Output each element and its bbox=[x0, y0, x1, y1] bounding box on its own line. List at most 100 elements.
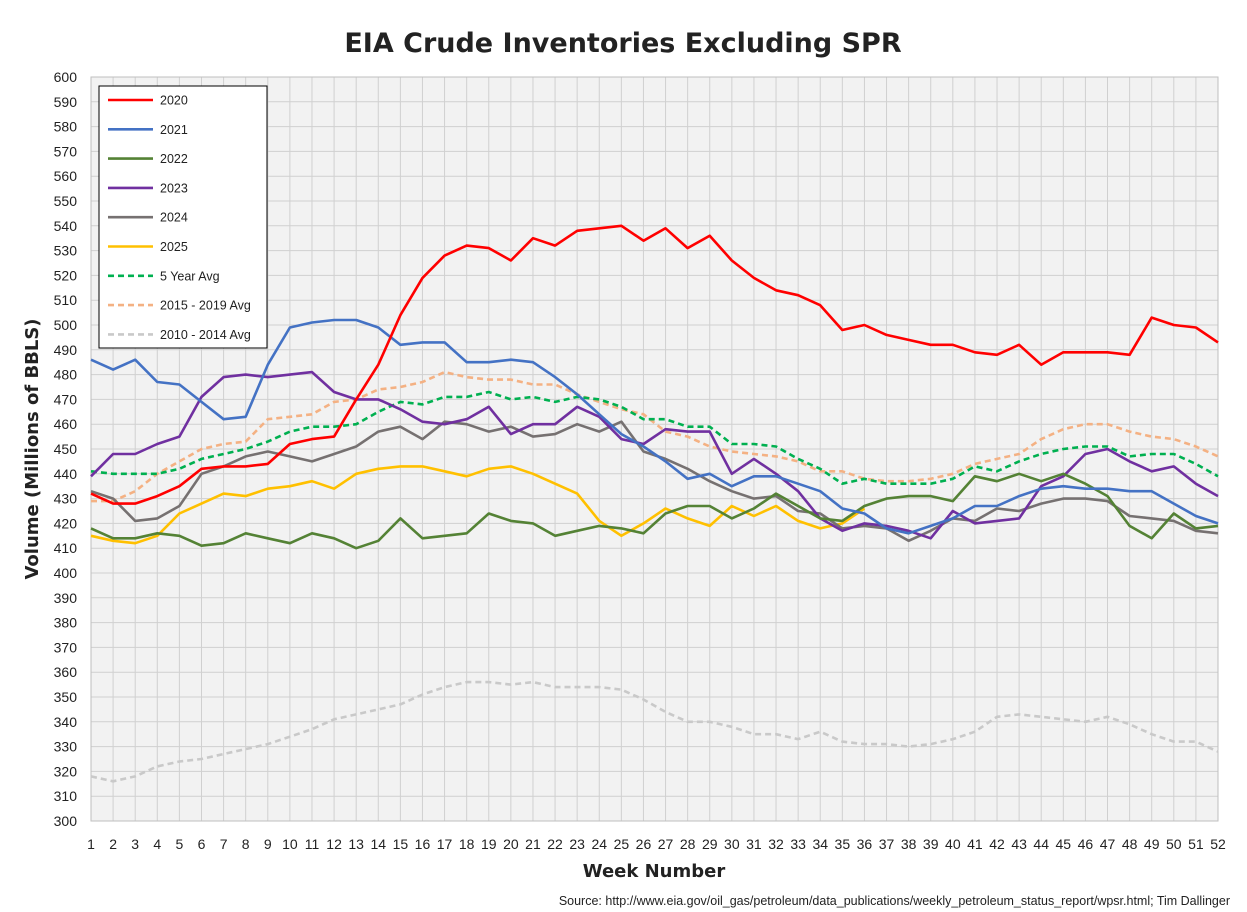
series-line-2025 bbox=[90, 465, 866, 545]
chart-title: EIA Crude Inventories Excluding SPR bbox=[344, 28, 901, 59]
x-tick-label: 4 bbox=[153, 836, 161, 852]
y-tick-label: 420 bbox=[54, 515, 78, 531]
y-tick-label: 480 bbox=[54, 367, 78, 383]
x-tick-label: 17 bbox=[437, 836, 453, 852]
x-axis-ticks: 1 2 3 4 5 6 7 8 9 10 11 12 13 14 15 16 17 18 19 20 21 22 23 24 2… bbox=[87, 836, 1226, 852]
x-tick-label: 35 bbox=[835, 836, 851, 852]
y-tick-label: 370 bbox=[54, 639, 78, 655]
x-tick-label: 5 bbox=[175, 836, 183, 852]
x-tick-label: 26 bbox=[636, 836, 652, 852]
x-tick-label: 31 bbox=[746, 836, 762, 852]
y-tick-label: 460 bbox=[54, 416, 78, 432]
x-tick-label: 21 bbox=[525, 836, 541, 852]
series-lines bbox=[90, 224, 1219, 783]
y-tick-label: 340 bbox=[54, 714, 78, 730]
x-tick-label: 46 bbox=[1078, 836, 1094, 852]
series-line-2020 bbox=[90, 224, 1219, 505]
legend-label-2015-2019-avg: 2015 - 2019 Avg bbox=[160, 299, 251, 313]
y-tick-label: 350 bbox=[54, 689, 78, 705]
x-tick-label: 7 bbox=[220, 836, 228, 852]
legend-label-2010-2014-avg: 2010 - 2014 Avg bbox=[160, 328, 251, 342]
x-tick-label: 48 bbox=[1122, 836, 1138, 852]
y-tick-label: 540 bbox=[54, 218, 78, 234]
x-tick-label: 36 bbox=[857, 836, 873, 852]
y-tick-label: 570 bbox=[54, 143, 78, 159]
y-tick-label: 400 bbox=[54, 565, 78, 581]
legend-label-2024: 2024 bbox=[160, 211, 188, 225]
y-tick-label: 550 bbox=[54, 193, 78, 209]
source-note: Source: http://www.eia.gov/oil_gas/petro… bbox=[559, 894, 1230, 908]
x-tick-label: 6 bbox=[198, 836, 206, 852]
x-tick-label: 51 bbox=[1188, 836, 1204, 852]
x-tick-label: 47 bbox=[1100, 836, 1116, 852]
x-tick-label: 41 bbox=[967, 836, 983, 852]
x-tick-label: 34 bbox=[812, 836, 828, 852]
y-tick-label: 530 bbox=[54, 243, 78, 259]
y-axis-ticks: 300 310 320 330 340 350 360 370 380 390 400 410 420 4… bbox=[54, 69, 78, 829]
x-tick-label: 39 bbox=[923, 836, 939, 852]
legend: 2020 2021 2022 2023 2024 2025 5 Year Avg 2015 -… bbox=[98, 85, 268, 349]
y-tick-label: 590 bbox=[54, 94, 78, 110]
y-tick-label: 510 bbox=[54, 292, 78, 308]
x-tick-label: 20 bbox=[503, 836, 519, 852]
y-tick-label: 560 bbox=[54, 168, 78, 184]
x-tick-label: 14 bbox=[370, 836, 386, 852]
series-line-2010-2014-avg bbox=[90, 680, 1219, 783]
y-tick-label: 390 bbox=[54, 590, 78, 606]
x-tick-label: 18 bbox=[459, 836, 475, 852]
y-tick-label: 600 bbox=[54, 69, 78, 85]
x-tick-label: 32 bbox=[768, 836, 784, 852]
x-tick-label: 27 bbox=[658, 836, 674, 852]
x-axis-title: Week Number bbox=[583, 861, 726, 882]
y-tick-label: 410 bbox=[54, 540, 78, 556]
x-tick-label: 22 bbox=[547, 836, 563, 852]
x-tick-label: 1 bbox=[87, 836, 95, 852]
x-tick-label: 37 bbox=[879, 836, 895, 852]
x-tick-label: 3 bbox=[131, 836, 139, 852]
x-tick-label: 9 bbox=[264, 836, 272, 852]
y-tick-label: 360 bbox=[54, 664, 78, 680]
x-tick-label: 13 bbox=[348, 836, 364, 852]
x-tick-label: 12 bbox=[326, 836, 342, 852]
x-tick-label: 8 bbox=[242, 836, 250, 852]
x-tick-label: 40 bbox=[945, 836, 961, 852]
series-line-2021 bbox=[90, 318, 1219, 535]
x-tick-label: 29 bbox=[702, 836, 718, 852]
legend-label-2023: 2023 bbox=[160, 181, 188, 195]
series-line-2015-2019-avg bbox=[91, 370, 1219, 503]
y-tick-label: 450 bbox=[54, 441, 78, 457]
series-line-2023 bbox=[90, 370, 1219, 540]
x-tick-label: 33 bbox=[790, 836, 806, 852]
legend-label-2022: 2022 bbox=[160, 152, 188, 166]
y-tick-label: 500 bbox=[54, 317, 78, 333]
x-tick-label: 49 bbox=[1144, 836, 1160, 852]
y-tick-label: 440 bbox=[54, 466, 78, 482]
x-tick-label: 25 bbox=[614, 836, 630, 852]
x-tick-label: 10 bbox=[282, 836, 298, 852]
x-tick-label: 24 bbox=[591, 836, 607, 852]
y-tick-label: 310 bbox=[54, 788, 78, 804]
y-tick-label: 520 bbox=[54, 267, 78, 283]
x-tick-label: 19 bbox=[481, 836, 497, 852]
y-axis-title: Volume (Millions of BBLS) bbox=[22, 318, 43, 579]
series-line-2022 bbox=[90, 472, 1219, 550]
y-tick-label: 580 bbox=[54, 119, 78, 135]
y-tick-label: 430 bbox=[54, 491, 78, 507]
x-tick-label: 11 bbox=[305, 836, 320, 852]
x-tick-label: 2 bbox=[109, 836, 117, 852]
y-tick-label: 490 bbox=[54, 342, 78, 358]
y-tick-label: 330 bbox=[54, 739, 78, 755]
y-tick-label: 320 bbox=[54, 763, 78, 779]
x-tick-label: 42 bbox=[989, 836, 1005, 852]
plot-border bbox=[90, 76, 1219, 822]
x-tick-label: 38 bbox=[901, 836, 917, 852]
legend-label-2021: 2021 bbox=[160, 123, 188, 137]
x-tick-label: 23 bbox=[569, 836, 585, 852]
legend-label-2020: 2020 bbox=[160, 94, 188, 108]
y-tick-label: 300 bbox=[54, 813, 78, 829]
x-tick-label: 52 bbox=[1210, 836, 1226, 852]
y-tick-label: 470 bbox=[54, 391, 78, 407]
x-tick-label: 30 bbox=[724, 836, 740, 852]
y-tick-label: 380 bbox=[54, 615, 78, 631]
